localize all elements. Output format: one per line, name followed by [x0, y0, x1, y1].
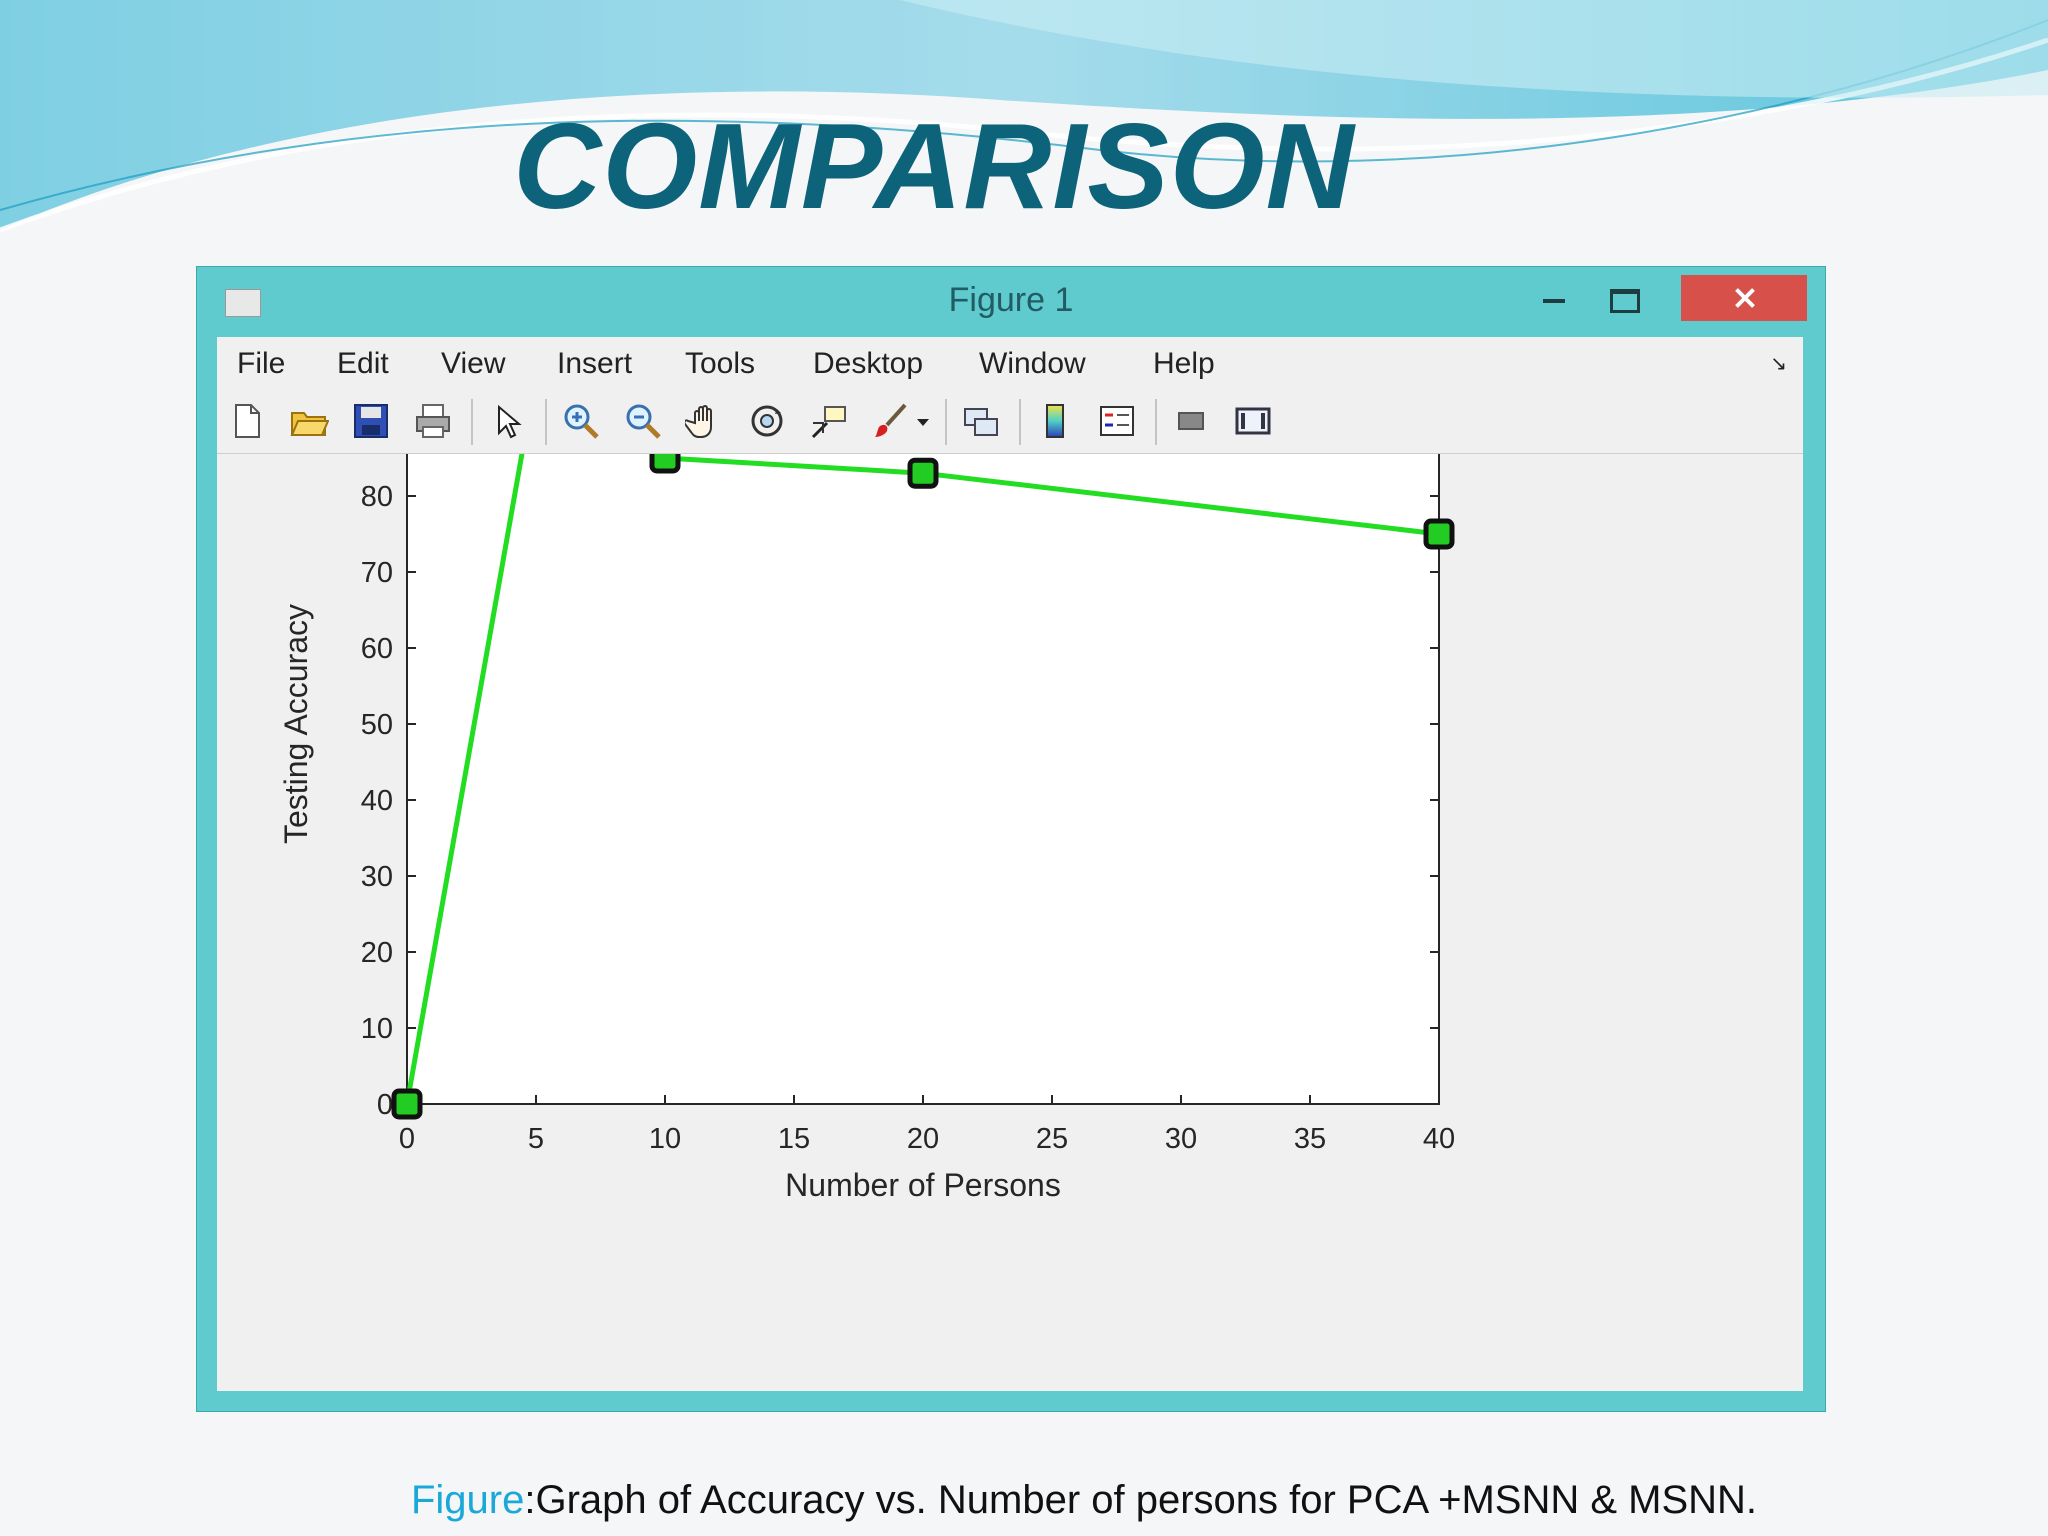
line-chart: 05101520253035400102030405060708090100MS…: [278, 454, 1455, 1203]
toolbar-separator: [945, 399, 947, 445]
menu-help[interactable]: Help: [1153, 347, 1215, 380]
y-tick-label: 50: [361, 709, 393, 741]
x-axis-label: Number of Persons: [785, 1167, 1061, 1203]
y-tick-label: 70: [361, 557, 393, 589]
menu-file[interactable]: File: [237, 347, 286, 380]
zoom-out-icon[interactable]: [623, 401, 663, 441]
x-tick-label: 15: [778, 1123, 810, 1155]
x-tick-label: 20: [907, 1123, 939, 1155]
y-tick-label: 20: [361, 937, 393, 969]
minimize-button[interactable]: [1527, 275, 1579, 321]
menu-desktop[interactable]: Desktop: [813, 347, 924, 380]
y-tick-label: 0: [377, 1089, 393, 1121]
toolbar-separator: [1155, 399, 1157, 445]
zoom-in-icon[interactable]: [561, 401, 601, 441]
new-figure-icon[interactable]: [227, 401, 267, 441]
menu-window[interactable]: Window: [979, 347, 1086, 380]
menu-tools[interactable]: Tools: [685, 347, 756, 380]
show-plot-tools-icon[interactable]: [1233, 401, 1273, 441]
y-axis-label: Testing Accuracy: [278, 604, 314, 844]
x-tick-label: 35: [1294, 1123, 1326, 1155]
brush-dropdown-icon[interactable]: [911, 401, 935, 441]
open-file-icon[interactable]: [289, 401, 330, 441]
matlab-icon: [225, 289, 261, 317]
rotate-3d-icon[interactable]: [747, 401, 787, 441]
y-tick-label: 80: [361, 481, 393, 513]
figure-window: Figure 1 File Edit View Insert Tools Des…: [196, 266, 1826, 1412]
figure-canvas: 05101520253035400102030405060708090100MS…: [217, 454, 1803, 1391]
toolbar-separator: [1019, 399, 1021, 445]
x-tick-label: 40: [1423, 1123, 1455, 1155]
close-button[interactable]: [1681, 275, 1807, 321]
caption-text: :Graph of Accuracy vs. Number of persons…: [524, 1478, 1758, 1522]
series-msnn-marker: [907, 457, 939, 489]
insert-legend-icon[interactable]: [1097, 401, 1137, 441]
print-icon[interactable]: [413, 401, 453, 441]
x-tick-label: 25: [1036, 1123, 1068, 1155]
x-tick-label: 10: [649, 1123, 681, 1155]
toolbar-separator: [471, 399, 473, 445]
menu-bar: File Edit View Insert Tools Desktop Wind…: [217, 337, 1803, 392]
y-tick-label: 10: [361, 1013, 393, 1045]
save-icon[interactable]: [351, 401, 391, 441]
pan-hand-icon[interactable]: [683, 401, 725, 441]
x-tick-label: 30: [1165, 1123, 1197, 1155]
plot-axes-box: [406, 454, 1440, 1105]
x-tick-label: 5: [528, 1123, 544, 1155]
y-tick-label: 40: [361, 785, 393, 817]
caption-prefix: Figure: [410, 1478, 525, 1522]
menu-edit[interactable]: Edit: [337, 347, 389, 380]
series-msnn-marker: [649, 454, 681, 474]
toolbar-separator: [545, 399, 547, 445]
figure-caption: Figure:Graph of Accuracy vs. Number of p…: [60, 1478, 2048, 1523]
brush-icon[interactable]: [871, 401, 911, 441]
y-tick-label: 30: [361, 861, 393, 893]
insert-colorbar-icon[interactable]: [1035, 401, 1075, 441]
window-titlebar[interactable]: Figure 1: [197, 267, 1825, 333]
y-tick-label: 60: [361, 633, 393, 665]
data-cursor-icon[interactable]: [809, 401, 849, 441]
maximize-button[interactable]: [1597, 275, 1649, 321]
edit-plot-arrow-icon[interactable]: [487, 401, 527, 441]
menu-insert[interactable]: Insert: [557, 347, 633, 380]
figure-toolbar: [217, 391, 1803, 454]
series-msnn-marker: [391, 1088, 423, 1120]
hide-plot-tools-icon[interactable]: [1171, 401, 1211, 441]
window-title: Figure 1: [948, 281, 1074, 319]
dock-arrow-icon[interactable]: ↘: [1770, 353, 1787, 375]
series-msnn-marker: [1423, 518, 1455, 550]
menu-view[interactable]: View: [441, 347, 506, 380]
slide-title: COMPARISON: [513, 98, 1355, 234]
x-tick-label: 0: [399, 1123, 415, 1155]
background-wave-decoration: [0, 0, 2048, 233]
link-plot-icon[interactable]: [961, 401, 1001, 441]
